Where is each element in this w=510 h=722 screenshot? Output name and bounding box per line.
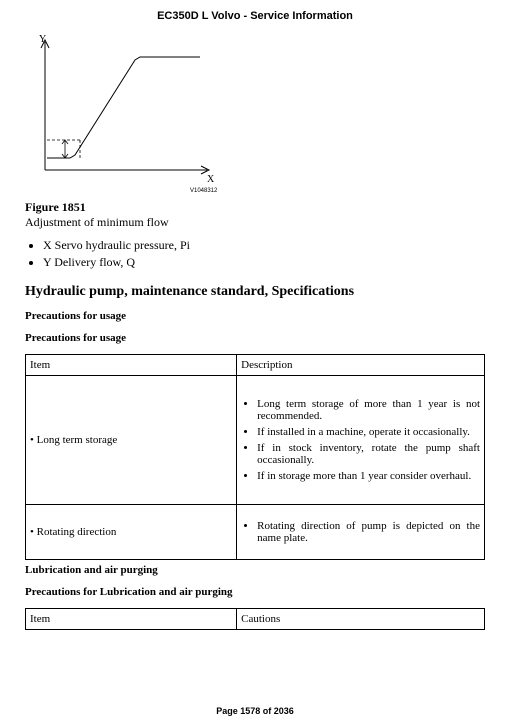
subheading-precautions-lubrication: Precautions for Lubrication and air purg… xyxy=(25,586,485,598)
axis-definitions: X Servo hydraulic pressure, Pi Y Deliver… xyxy=(43,238,485,270)
precautions-table: Item Description • Long term storage Lon… xyxy=(25,354,485,560)
subheading-precautions-1: Precautions for usage xyxy=(25,310,485,322)
list-item: X Servo hydraulic pressure, Pi xyxy=(43,238,485,253)
x-axis-label: X xyxy=(207,174,215,185)
list-item: Long term storage of more than 1 year is… xyxy=(257,398,480,422)
col-item: Item xyxy=(26,609,237,630)
document-header: EC350D L Volvo - Service Information xyxy=(25,10,485,22)
list-item: Rotating direction of pump is depicted o… xyxy=(257,520,480,544)
table-header-row: Item Description xyxy=(26,355,485,376)
col-description: Description xyxy=(237,355,485,376)
cell-description: Long term storage of more than 1 year is… xyxy=(237,376,485,505)
flow-chart-svg: Y X xyxy=(25,30,225,190)
col-cautions: Cautions xyxy=(237,609,485,630)
lubrication-table: Item Cautions xyxy=(25,608,485,630)
list-item: If in stock inventory, rotate the pump s… xyxy=(257,442,480,466)
table-row: • Rotating direction Rotating direction … xyxy=(26,505,485,560)
figure-caption: Adjustment of minimum flow xyxy=(25,215,485,230)
list-item: If in storage more than 1 year consider … xyxy=(257,470,480,482)
cell-item: • Long term storage xyxy=(26,376,237,505)
table-row: • Long term storage Long term storage of… xyxy=(26,376,485,505)
y-axis-label: Y xyxy=(39,34,46,45)
list-item: If installed in a machine, operate it oc… xyxy=(257,426,480,438)
subheading-precautions-2: Precautions for usage xyxy=(25,332,485,344)
list-item: Y Delivery flow, Q xyxy=(43,255,485,270)
cell-description: Rotating direction of pump is depicted o… xyxy=(237,505,485,560)
chart-image-code: V1048312 xyxy=(190,188,485,194)
page-container: EC350D L Volvo - Service Information Y X… xyxy=(0,0,510,722)
page-footer: Page 1578 of 2036 xyxy=(0,706,510,716)
col-item: Item xyxy=(26,355,237,376)
flow-chart: Y X V1048312 xyxy=(25,30,485,194)
section-heading: Hydraulic pump, maintenance standard, Sp… xyxy=(25,284,485,300)
table-header-row: Item Cautions xyxy=(26,609,485,630)
subheading-lubrication: Lubrication and air purging xyxy=(25,564,485,576)
cell-item: • Rotating direction xyxy=(26,505,237,560)
figure-label: Figure 1851 xyxy=(25,200,485,215)
